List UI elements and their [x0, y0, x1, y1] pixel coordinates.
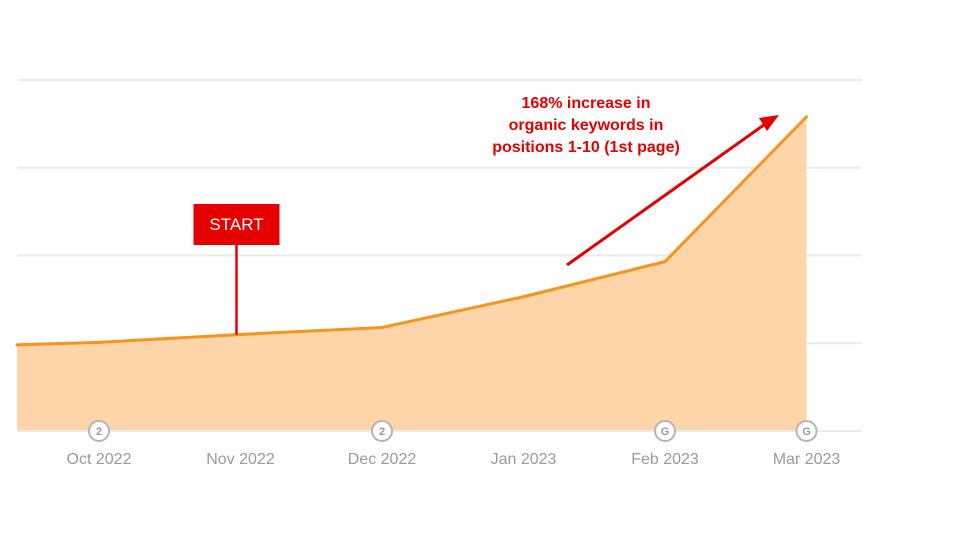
x-axis-ticks: Oct 2022 Nov 2022 Dec 2022 Jan 2023 Feb 2023…: [67, 451, 841, 468]
event-marker-label: G: [661, 426, 670, 438]
increase-annotation: 168% increase in organic keywords in pos…: [492, 95, 779, 267]
annotation-line-2: organic keywords in: [509, 117, 664, 134]
event-marker[interactable]: G: [654, 420, 676, 442]
event-marker[interactable]: 2: [371, 420, 393, 442]
annotation-line-3: positions 1-10 (1st page): [492, 139, 680, 156]
x-tick-label: Jan 2023: [491, 451, 557, 468]
arrow-head-icon: [759, 115, 779, 131]
x-tick-label: Dec 2022: [348, 451, 417, 468]
series-line-segment: [97, 332, 242, 344]
start-box: [193, 204, 280, 245]
series-line-segment: [522, 260, 667, 299]
event-marker[interactable]: 2: [88, 420, 110, 442]
x-tick-label: Mar 2023: [773, 451, 841, 468]
arrow-shaft: [566, 120, 769, 267]
event-marker-circle: [654, 420, 676, 442]
series-line: [15, 115, 808, 347]
event-markers: 2 2 G G: [88, 420, 818, 442]
event-marker-circle: [371, 420, 393, 442]
event-marker-circle: [795, 420, 818, 442]
x-tick-label: Oct 2022: [67, 451, 132, 468]
series-line-segment: [380, 295, 525, 329]
event-marker-label: 2: [379, 426, 385, 438]
area-fill: [17, 116, 807, 431]
event-marker-circle: [88, 420, 110, 442]
annotation-line-1: 168% increase in: [522, 95, 651, 112]
start-label: START: [209, 215, 263, 234]
event-marker[interactable]: G: [795, 420, 818, 442]
start-annotation: START: [193, 204, 280, 335]
x-tick-label: Feb 2023: [631, 451, 699, 468]
event-marker-label: G: [802, 426, 811, 438]
event-marker-label: 2: [96, 426, 102, 438]
series-line-segment: [663, 115, 808, 264]
series-line-segment: [15, 340, 101, 347]
x-tick-label: Nov 2022: [206, 451, 275, 468]
series-line-segment: [239, 325, 384, 336]
